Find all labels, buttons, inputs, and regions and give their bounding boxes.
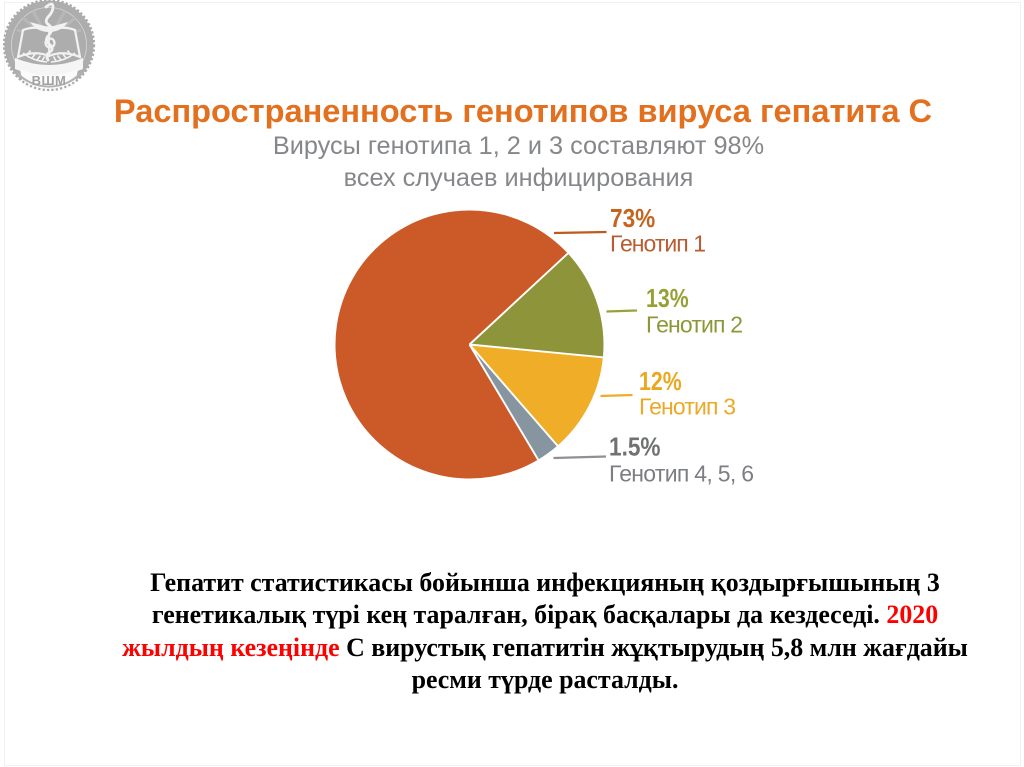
svg-text:Генотип 3: Генотип 3	[639, 394, 736, 420]
svg-text:Генотип 1: Генотип 1	[610, 231, 706, 257]
svg-text:ВШМ: ВШМ	[32, 73, 67, 88]
svg-text:12%: 12%	[639, 367, 682, 397]
svg-text:13%: 13%	[646, 284, 689, 314]
svg-text:1.5%: 1.5%	[609, 433, 661, 462]
svg-text:Генотип 2: Генотип 2	[646, 312, 743, 338]
svg-text:Генотип 4, 5, 6: Генотип 4, 5, 6	[609, 461, 754, 487]
svg-text:73%: 73%	[610, 205, 656, 234]
